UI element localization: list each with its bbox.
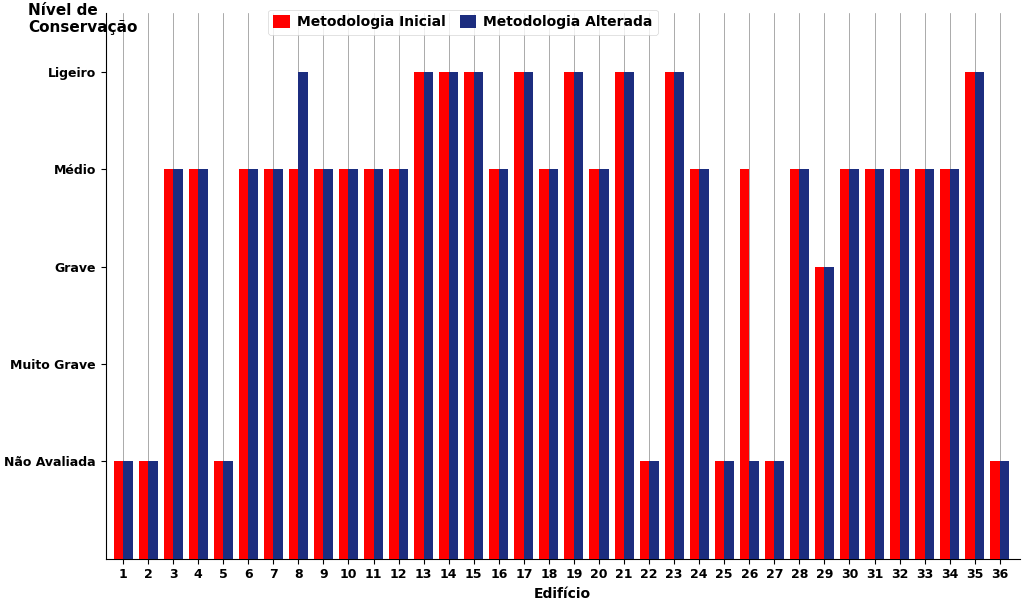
- Bar: [114, 461, 123, 558]
- Bar: [815, 267, 824, 558]
- Bar: [800, 169, 809, 558]
- Bar: [273, 169, 283, 558]
- Bar: [298, 72, 308, 558]
- Bar: [374, 169, 383, 558]
- Bar: [765, 461, 774, 558]
- Bar: [464, 72, 474, 558]
- Bar: [640, 461, 649, 558]
- Bar: [514, 72, 524, 558]
- Bar: [975, 72, 984, 558]
- Bar: [324, 169, 333, 558]
- Bar: [940, 169, 949, 558]
- X-axis label: Edifício: Edifício: [535, 587, 591, 601]
- Bar: [264, 169, 273, 558]
- Bar: [573, 72, 584, 558]
- Bar: [690, 169, 699, 558]
- Text: Nível de
Conservação: Nível de Conservação: [28, 2, 137, 35]
- Bar: [199, 169, 208, 558]
- Bar: [398, 169, 409, 558]
- Bar: [949, 169, 959, 558]
- Bar: [289, 169, 298, 558]
- Bar: [915, 169, 925, 558]
- Bar: [790, 169, 800, 558]
- Bar: [148, 461, 158, 558]
- Bar: [188, 169, 199, 558]
- Bar: [389, 169, 398, 558]
- Bar: [223, 461, 232, 558]
- Bar: [348, 169, 358, 558]
- Bar: [865, 169, 874, 558]
- Bar: [549, 169, 558, 558]
- Bar: [874, 169, 884, 558]
- Bar: [214, 461, 223, 558]
- Bar: [540, 169, 549, 558]
- Bar: [590, 169, 599, 558]
- Bar: [449, 72, 458, 558]
- Bar: [890, 169, 900, 558]
- Bar: [674, 72, 684, 558]
- Bar: [474, 72, 483, 558]
- Bar: [750, 461, 759, 558]
- Bar: [900, 169, 909, 558]
- Bar: [665, 72, 674, 558]
- Bar: [424, 72, 433, 558]
- Bar: [123, 461, 132, 558]
- Bar: [164, 169, 173, 558]
- Bar: [339, 169, 348, 558]
- Bar: [774, 461, 783, 558]
- Bar: [824, 267, 834, 558]
- Bar: [314, 169, 324, 558]
- Bar: [173, 169, 182, 558]
- Bar: [239, 169, 248, 558]
- Bar: [925, 169, 934, 558]
- Bar: [524, 72, 534, 558]
- Bar: [990, 461, 999, 558]
- Bar: [715, 461, 724, 558]
- Bar: [614, 72, 624, 558]
- Bar: [966, 72, 975, 558]
- Bar: [364, 169, 374, 558]
- Bar: [248, 169, 258, 558]
- Bar: [850, 169, 859, 558]
- Bar: [414, 72, 424, 558]
- Bar: [699, 169, 709, 558]
- Bar: [724, 461, 734, 558]
- Bar: [840, 169, 850, 558]
- Bar: [599, 169, 608, 558]
- Legend: Metodologia Inicial, Metodologia Alterada: Metodologia Inicial, Metodologia Alterad…: [268, 10, 658, 34]
- Bar: [999, 461, 1010, 558]
- Bar: [739, 169, 750, 558]
- Bar: [439, 72, 449, 558]
- Bar: [499, 169, 508, 558]
- Bar: [564, 72, 573, 558]
- Bar: [138, 461, 148, 558]
- Bar: [624, 72, 634, 558]
- Bar: [489, 169, 499, 558]
- Bar: [649, 461, 658, 558]
